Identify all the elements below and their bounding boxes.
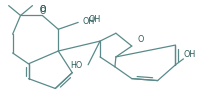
Text: OH: OH — [183, 50, 196, 59]
Text: O: O — [39, 5, 46, 14]
Text: O: O — [138, 35, 144, 44]
Text: HO: HO — [70, 61, 82, 70]
Text: O: O — [39, 5, 46, 14]
Text: OH: OH — [88, 15, 100, 24]
Text: O: O — [39, 7, 46, 16]
Text: OH: OH — [82, 17, 94, 26]
